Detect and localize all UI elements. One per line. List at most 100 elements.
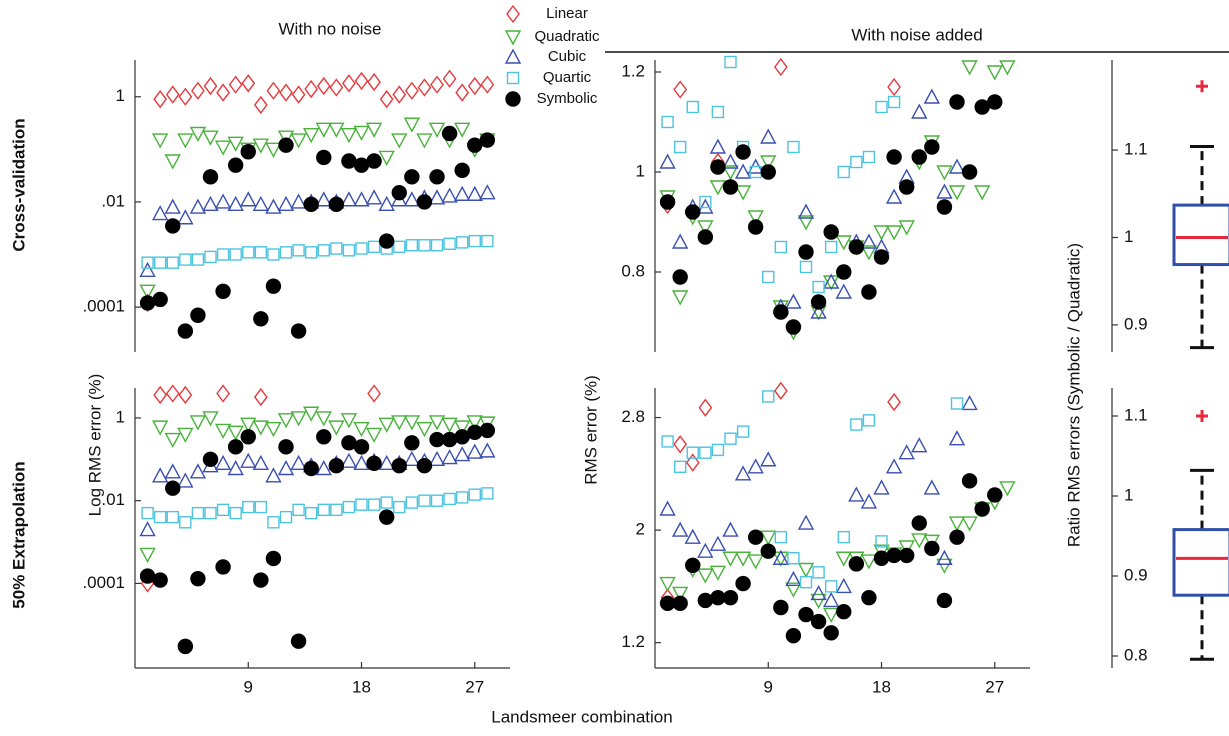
marker-triangle-up (441, 187, 458, 203)
y-tick-label: 2 (636, 520, 645, 539)
marker-circle (785, 319, 802, 335)
marker-circle (479, 422, 496, 439)
marker-triangle-up (403, 450, 421, 467)
marker-square (762, 270, 775, 284)
legend-label: Linear (546, 5, 588, 22)
marker-triangle-up (277, 195, 295, 212)
marker-square (355, 242, 368, 255)
marker-triangle-up (948, 430, 966, 446)
marker-circle (190, 307, 206, 323)
marker-triangle-down (265, 142, 282, 158)
marker-triangle-down (999, 481, 1016, 497)
marker-triangle-down (416, 133, 433, 149)
marker-triangle-up (214, 454, 232, 471)
marker-square (443, 237, 456, 250)
y-tick-label: 0.8 (1124, 645, 1148, 664)
marker-circle (936, 592, 953, 609)
marker-triangle-up (671, 233, 689, 249)
marker-square (191, 506, 205, 520)
marker-triangle-up (177, 209, 194, 225)
marker-triangle-up (151, 205, 169, 221)
marker-square (850, 418, 863, 431)
marker-triangle-up (734, 465, 752, 481)
marker-diamond (253, 95, 268, 115)
x-tick-label: 27 (985, 677, 1004, 696)
marker-circle (278, 439, 294, 455)
marker-triangle-down (999, 60, 1016, 76)
marker-circle (987, 487, 1003, 503)
marker-square (166, 510, 179, 524)
marker-diamond (367, 384, 381, 403)
marker-triangle-up (189, 463, 207, 479)
marker-triangle-up (479, 184, 496, 200)
marker-circle (253, 311, 269, 327)
marker-diamond (673, 435, 688, 454)
y-tick-label: 0.9 (1124, 314, 1148, 333)
marker-triangle-up (340, 452, 358, 468)
y-tick-label: 1.2 (621, 61, 645, 80)
marker-diamond (153, 89, 168, 109)
marker-square (673, 460, 687, 473)
marker-triangle-up (428, 450, 446, 467)
marker-triangle-down (315, 122, 332, 138)
marker-triangle-up (353, 454, 370, 471)
legend-marker (506, 71, 520, 85)
marker-circle (873, 249, 890, 265)
marker-square (468, 234, 481, 248)
marker-triangle-down (441, 417, 458, 433)
marker-square (153, 510, 167, 524)
marker-square (254, 500, 268, 514)
marker-square (799, 575, 813, 589)
marker-circle (823, 625, 839, 641)
marker-diamond (203, 76, 218, 96)
marker-square (430, 239, 444, 252)
marker-diamond (266, 81, 281, 100)
marker-square (724, 55, 737, 69)
marker-circle (810, 613, 827, 630)
marker-diamond (430, 75, 444, 94)
marker-square (216, 503, 230, 517)
marker-circle (316, 149, 332, 166)
y-tick-label: .01 (101, 490, 125, 509)
marker-circle (152, 572, 168, 588)
marker-circle (441, 431, 458, 448)
marker-triangle-down (202, 411, 219, 427)
marker-square (799, 260, 813, 274)
marker-triangle-down (265, 421, 282, 438)
outlier (1196, 410, 1208, 422)
marker-triangle-up (315, 460, 332, 476)
marker-triangle-up (747, 458, 764, 474)
marker-triangle-up (860, 493, 878, 509)
marker-triangle-down (734, 185, 752, 201)
marker-triangle-down (202, 130, 219, 146)
marker-triangle-down (227, 136, 244, 152)
y-tick-label: 1 (636, 161, 645, 180)
marker-circle (710, 159, 726, 175)
marker-square (153, 256, 167, 269)
marker-diamond (178, 87, 193, 106)
marker-square (393, 500, 406, 514)
marker-diamond (367, 72, 381, 92)
marker-triangle-down (214, 140, 232, 156)
marker-triangle-up (760, 128, 777, 144)
marker-square (875, 100, 888, 114)
marker-triangle-down (177, 427, 194, 443)
marker-square (292, 244, 305, 257)
marker-triangle-down (760, 530, 777, 546)
marker-circle (290, 323, 307, 339)
marker-circle (416, 194, 433, 210)
marker-triangle-up (923, 479, 941, 495)
marker-triangle-up (151, 467, 169, 483)
marker-triangle-up (290, 193, 307, 209)
marker-circle (177, 323, 194, 339)
marker-triangle-up (659, 500, 676, 516)
marker-triangle-down (961, 60, 978, 76)
marker-circle (974, 501, 990, 517)
marker-square (292, 503, 305, 517)
marker-circle (924, 540, 940, 557)
marker-triangle-up (227, 195, 244, 212)
marker-circle (898, 547, 915, 564)
marker-diamond (191, 81, 205, 100)
marker-triangle-up (684, 528, 701, 544)
marker-triangle-up (252, 195, 270, 212)
